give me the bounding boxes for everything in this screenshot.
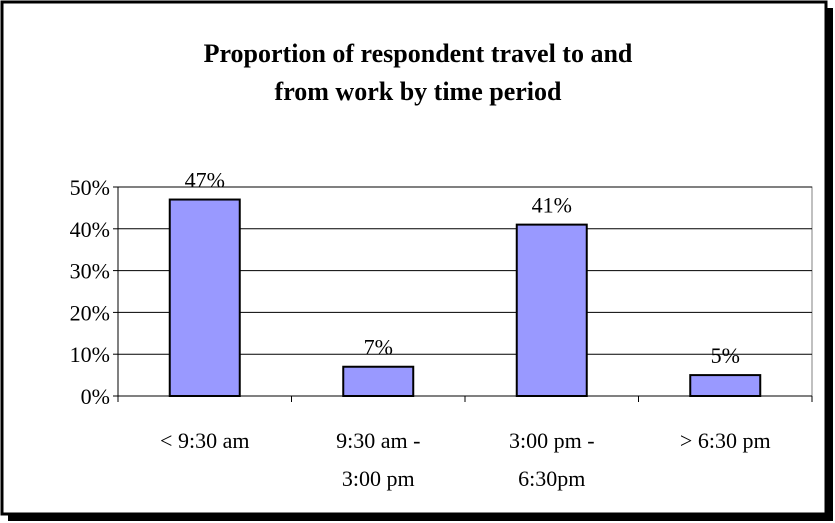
y-tick-label: 10% bbox=[70, 342, 110, 367]
y-tick-label: 0% bbox=[81, 384, 110, 409]
data-label: 5% bbox=[711, 343, 740, 368]
data-label: 47% bbox=[185, 168, 225, 193]
x-tick-label: > 6:30 pm bbox=[680, 428, 771, 453]
chart-title: Proportion of respondent travel to and fr… bbox=[204, 39, 633, 106]
y-tick-label: 20% bbox=[70, 300, 110, 325]
y-tick-label: 30% bbox=[70, 259, 110, 284]
data-label: 41% bbox=[532, 193, 572, 218]
x-tick-label: 9:30 am -3:00 pm bbox=[336, 428, 420, 491]
y-tick-label: 40% bbox=[70, 217, 110, 242]
bar bbox=[689, 374, 762, 398]
bar bbox=[515, 223, 588, 397]
bar bbox=[342, 365, 415, 397]
y-tick-label: 50% bbox=[70, 175, 110, 200]
data-label: 7% bbox=[364, 335, 393, 360]
x-tick-label: 3:00 pm -6:30pm bbox=[509, 428, 595, 491]
x-tick-label: < 9:30 am bbox=[160, 428, 249, 453]
bar bbox=[168, 198, 241, 397]
